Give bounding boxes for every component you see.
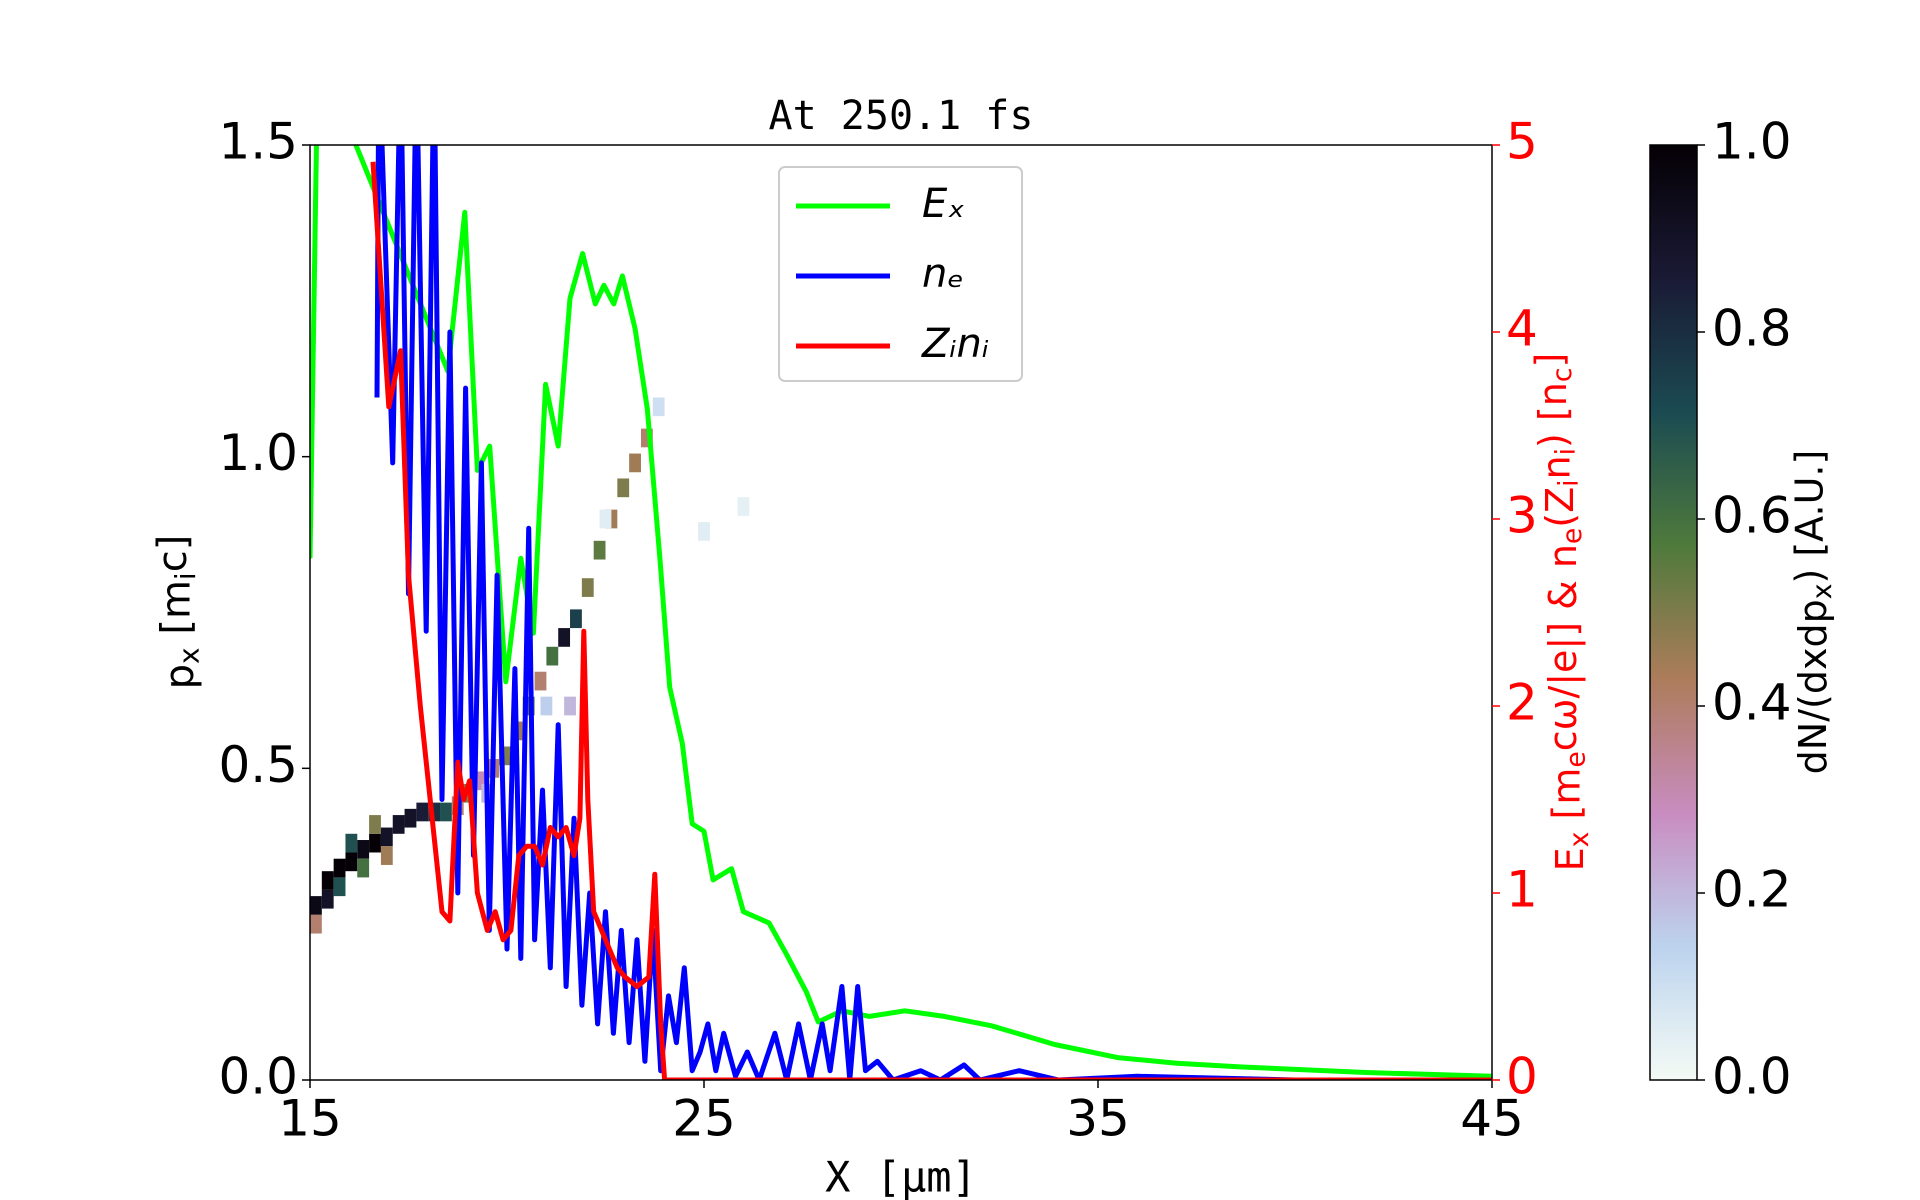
- label-part: cω/|e|] & n: [1541, 544, 1586, 751]
- heatmap-cell: [404, 808, 417, 828]
- heatmap-cell: [345, 852, 358, 872]
- heatmap-cell: [534, 671, 547, 691]
- colorbar-tick-label: 0.6: [1712, 487, 1792, 545]
- heatmap-cell: [617, 478, 630, 498]
- plot-frame: [309, 144, 1493, 1081]
- heatmap: [310, 397, 750, 934]
- label-part: [m: [1544, 768, 1588, 832]
- heatmap-cell: [499, 746, 511, 766]
- y2-tick-label: 3: [1506, 487, 1538, 545]
- heatmap-cell: [570, 609, 582, 629]
- heatmap-cell: [321, 889, 334, 909]
- label-subscript: i: [1550, 448, 1581, 455]
- label-part: (Z: [1537, 487, 1581, 528]
- label-part: p: [157, 664, 203, 689]
- legend-label: Zᵢnᵢ: [921, 321, 989, 367]
- label-part: E: [1548, 847, 1592, 871]
- y2-tick-label: 1: [1506, 861, 1538, 919]
- colorbar-tick-label: 1.0: [1712, 113, 1792, 171]
- x-tick-label: 45: [1460, 1090, 1524, 1148]
- heatmap-cell: [522, 696, 535, 716]
- label-subscript: i: [169, 572, 202, 580]
- heatmap-cell: [345, 833, 358, 853]
- y-tick-label: 1.5: [218, 113, 298, 171]
- heatmap-cell: [640, 428, 653, 448]
- heatmap-cell: [369, 815, 381, 834]
- colorbar: [1649, 144, 1698, 1081]
- lines: [310, 145, 1492, 1080]
- x-axis-label: X [μm]: [825, 1153, 977, 1200]
- heatmap-cell: [333, 858, 346, 878]
- label-subscript: i: [1553, 479, 1584, 486]
- heatmap-cell: [392, 815, 405, 834]
- label-subscript: c: [1546, 368, 1577, 383]
- heatmap-cell: [310, 896, 322, 915]
- legend-label: Eₓ: [922, 181, 965, 227]
- heatmap-cell: [599, 509, 612, 529]
- label-part: dN/(dxdp: [1791, 599, 1835, 774]
- heatmap-cell: [546, 646, 559, 666]
- heatmap-cell: [321, 871, 334, 890]
- heatmap-cell: [564, 696, 576, 716]
- legend-label: nₑ: [922, 251, 964, 297]
- x-tick-label: 25: [672, 1090, 736, 1148]
- heatmap-cell: [380, 827, 393, 847]
- heatmap-cell: [558, 628, 571, 647]
- colorbar-label: dN/(dxdpx) [A.U.]: [1787, 450, 1837, 775]
- colorbar-tick-label: 0.8: [1712, 300, 1792, 358]
- heatmap-cell: [310, 914, 322, 934]
- heatmap-cell: [698, 522, 710, 541]
- label-subscript: x: [1563, 832, 1594, 848]
- label-subscript: x: [172, 647, 205, 664]
- label-subscript: x: [1806, 584, 1837, 600]
- y-tick-label: 0.5: [218, 736, 298, 794]
- x-tick-label: 35: [1066, 1090, 1130, 1148]
- y2-tick-label: 0: [1506, 1048, 1538, 1106]
- y-tick-label: 1.0: [218, 424, 298, 482]
- heatmap-cell: [737, 497, 750, 516]
- chart-title: At 250.1 fs: [769, 93, 1034, 139]
- label-part: n: [1534, 455, 1578, 479]
- heatmap-cell: [540, 696, 553, 716]
- label-part: ) [n: [1530, 382, 1574, 448]
- heatmap-cell: [428, 802, 441, 822]
- heatmap-cell: [652, 397, 665, 417]
- y-tick-label: 0.0: [218, 1048, 298, 1106]
- x-tick-label: 15: [278, 1090, 342, 1148]
- y-axis-label: px [mic]: [150, 535, 206, 690]
- colorbar-tick-label: 0.0: [1712, 1048, 1792, 1106]
- label-part: ) [A.U.]: [1787, 450, 1831, 584]
- heatmap-cell: [629, 453, 641, 473]
- heatmap-cell: [440, 802, 452, 822]
- heatmap-cell: [416, 802, 429, 822]
- y2-axis-label: Ex [mecω/|e|] & ne(Zini) [nc]: [1527, 353, 1595, 872]
- y2-tick-label: 2: [1506, 674, 1538, 732]
- heatmap-cell: [333, 877, 346, 897]
- y2-tick-label: 4: [1506, 300, 1538, 358]
- heatmap-cell: [380, 846, 393, 865]
- label-subscript: e: [1560, 751, 1591, 767]
- series-line: [370, 161, 1492, 1080]
- label-part: [m: [153, 580, 199, 647]
- heatmap-cell: [369, 833, 381, 853]
- series-line: [310, 145, 1492, 1079]
- heatmap-cell: [593, 540, 606, 560]
- heatmap-cell: [357, 858, 370, 878]
- label-part: c]: [150, 535, 196, 573]
- label-subscript: e: [1557, 528, 1588, 544]
- heatmap-cell: [357, 840, 370, 859]
- y2-tick-label: 5: [1506, 113, 1538, 171]
- legend-box: [778, 166, 1023, 382]
- heatmap-cell: [475, 771, 488, 791]
- series-line: [374, 145, 1492, 1080]
- colorbar-tick-label: 0.2: [1712, 861, 1792, 919]
- colorbar-tick-label: 0.4: [1712, 674, 1792, 732]
- heatmap-cell: [581, 578, 594, 597]
- label-part: ]: [1527, 353, 1571, 368]
